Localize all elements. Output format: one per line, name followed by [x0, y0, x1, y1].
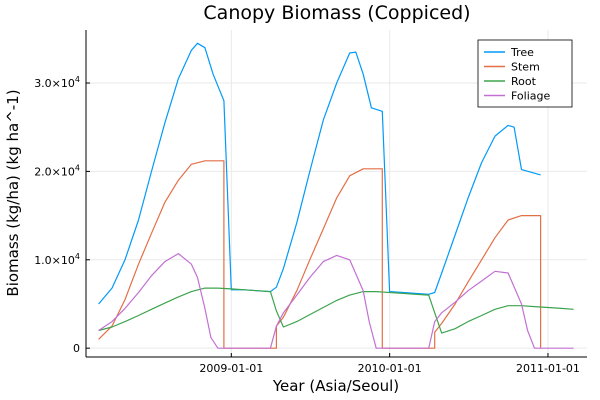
- x-tick-label: 2009-01-01: [199, 362, 263, 375]
- x-ticks: 2009-01-01 2010-01-01 2011-01-01: [199, 353, 580, 375]
- x-tick-label: 2011-01-01: [516, 362, 580, 375]
- y-tick-label: 2.0×104: [34, 163, 80, 178]
- x-axis-label: Year (Asia/Seoul): [272, 377, 399, 395]
- x-tick-label: 2010-01-01: [358, 362, 422, 375]
- series-layer: [98, 42, 574, 349]
- legend-label-foliage: Foliage: [511, 90, 551, 103]
- axes: [85, 30, 587, 358]
- series-line-root: [98, 287, 574, 334]
- y-tick-label: 0: [73, 342, 80, 355]
- series-line-stem: [98, 160, 542, 349]
- legend-label-root: Root: [511, 75, 537, 88]
- y-axis-label: Biomass (kg/ha) (kg ha^-1): [4, 89, 22, 296]
- y-tick-label: 3.0×104: [34, 75, 80, 90]
- legend-label-stem: Stem: [511, 61, 540, 74]
- series-line-tree: [98, 42, 541, 305]
- series-line-foliage: [98, 253, 574, 349]
- chart-title: Canopy Biomass (Coppiced): [203, 2, 470, 24]
- y-tick-label: 1.0×104: [34, 252, 80, 267]
- y-ticks: 0 1.0×104 2.0×104 3.0×104: [34, 75, 90, 355]
- legend-label-tree: Tree: [510, 46, 534, 59]
